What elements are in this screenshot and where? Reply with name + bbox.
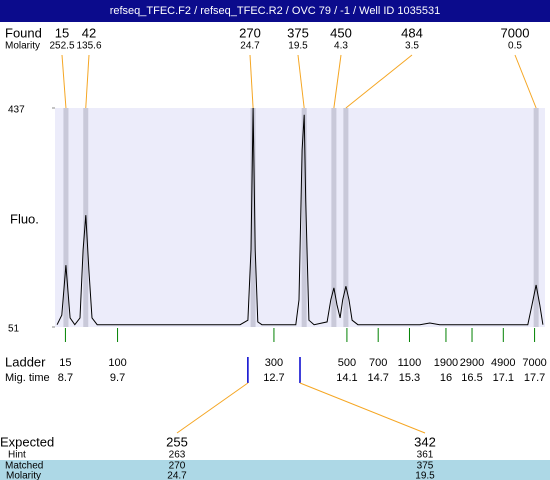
ladder-time: 16 <box>440 372 452 384</box>
hint-label: Hint <box>8 450 26 461</box>
ladder-size: 700 <box>369 357 387 369</box>
found-size: 375 <box>287 25 309 40</box>
ladder-label: Ladder <box>5 354 46 369</box>
ladder-size: 4900 <box>491 357 515 369</box>
ladder-time: 8.7 <box>58 372 73 384</box>
ladder-size: 7000 <box>522 357 546 369</box>
expected-connector <box>176 382 249 434</box>
found-molarity: 252.5 <box>49 41 74 52</box>
title-bar <box>0 0 550 22</box>
y-tick-label: 51 <box>8 324 20 335</box>
peak-band <box>301 108 307 327</box>
found-size: 450 <box>330 25 352 40</box>
matched-highlight <box>0 460 550 480</box>
peak-connector <box>249 54 254 109</box>
found-size: 42 <box>82 25 96 40</box>
found-molarity: 24.7 <box>240 41 260 52</box>
peak-connector <box>514 54 537 109</box>
expected-molarity-label: Molarity <box>6 471 41 480</box>
found-size: 270 <box>239 25 261 40</box>
peak-connector <box>85 54 90 109</box>
ladder-size: 15 <box>59 357 71 369</box>
peak-band <box>343 108 349 327</box>
title: refseq_TFEC.F2 / refseq_TFEC.R2 / OVC 79… <box>110 5 441 17</box>
plot-area <box>55 108 545 327</box>
expected-size: 255 <box>166 434 188 449</box>
peak-band <box>533 108 539 327</box>
ladder-size: 1900 <box>434 357 458 369</box>
ladder-time: 17.1 <box>493 372 514 384</box>
peak-connector <box>297 54 305 109</box>
ladder-time: 15.3 <box>399 372 420 384</box>
ladder-size: 100 <box>108 357 126 369</box>
matched-label: Matched <box>5 461 43 472</box>
ladder-size: 1100 <box>398 357 422 369</box>
ladder-time: 12.7 <box>263 372 284 384</box>
peak-band <box>250 108 256 327</box>
matched-value: 270 <box>169 461 186 472</box>
peak-band <box>331 108 337 327</box>
hint-value: 361 <box>417 450 434 461</box>
peak-band <box>63 108 69 327</box>
y-tick-label: 437 <box>8 105 25 116</box>
expected-label: Expected <box>0 434 54 449</box>
peak-connector <box>345 54 413 109</box>
found-molarity: 19.5 <box>288 41 308 52</box>
molarity-label: Molarity <box>5 41 40 52</box>
hint-value: 263 <box>169 450 186 461</box>
matched-molarity: 24.7 <box>167 471 187 480</box>
expected-connector <box>299 382 426 434</box>
matched-molarity: 19.5 <box>415 471 435 480</box>
found-size: 15 <box>55 25 69 40</box>
expected-size: 342 <box>414 434 436 449</box>
ladder-size: 2900 <box>460 357 484 369</box>
ladder-time: 14.7 <box>367 372 388 384</box>
ladder-time: 14.1 <box>336 372 357 384</box>
found-size: 7000 <box>501 25 530 40</box>
found-molarity: 4.3 <box>334 41 348 52</box>
trace <box>56 107 544 326</box>
y-axis-label: Fluo. <box>10 211 39 226</box>
matched-value: 375 <box>417 461 434 472</box>
ladder-time: 16.5 <box>461 372 482 384</box>
ladder-size: 300 <box>265 357 283 369</box>
found-molarity: 3.5 <box>405 41 419 52</box>
peak-connector <box>333 54 342 109</box>
ladder-time: 17.7 <box>524 372 545 384</box>
mig-time-label: Mig. time <box>5 372 50 384</box>
found-label: Found <box>5 25 42 40</box>
found-size: 484 <box>401 25 423 40</box>
peak-connector <box>61 54 67 109</box>
ladder-size: 500 <box>338 357 356 369</box>
found-molarity: 135.6 <box>76 41 101 52</box>
ladder-time: 9.7 <box>110 372 125 384</box>
found-molarity: 0.5 <box>508 41 522 52</box>
